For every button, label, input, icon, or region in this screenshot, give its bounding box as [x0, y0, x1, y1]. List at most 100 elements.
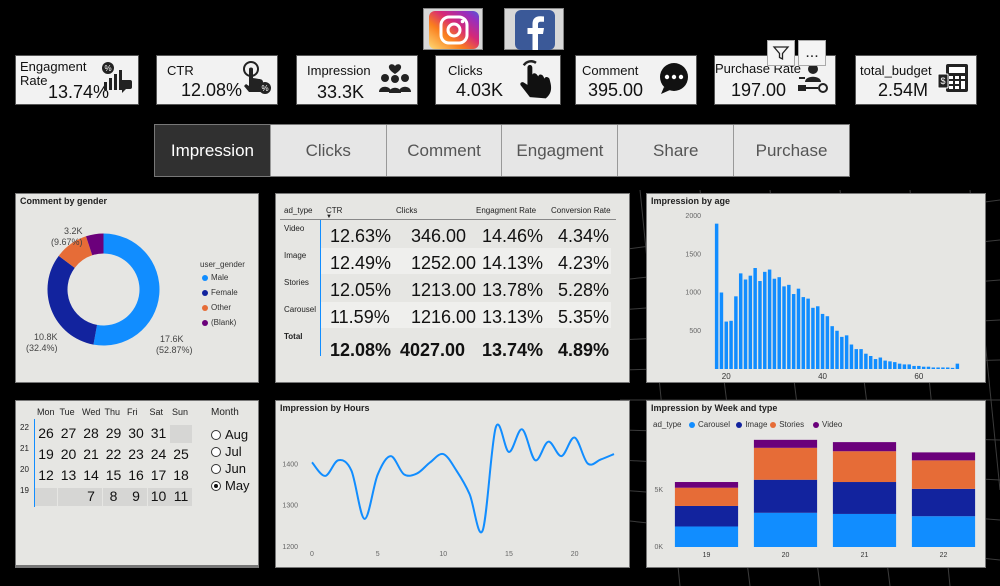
calendar-day[interactable]: 23 — [128, 446, 144, 462]
age-bar[interactable] — [840, 336, 844, 369]
legend-item[interactable]: Image — [736, 420, 767, 429]
week-stacked-bar-chart[interactable]: 0K 5K 19 20 21 22 — [647, 401, 986, 568]
tab-engagment[interactable]: Engagment — [502, 125, 619, 176]
month-option-jul[interactable]: Jul — [211, 444, 242, 459]
age-bar[interactable] — [864, 353, 868, 369]
age-bar[interactable] — [893, 362, 897, 369]
legend-item[interactable]: Video — [813, 420, 842, 429]
age-bar[interactable] — [859, 349, 863, 369]
age-bar[interactable] — [955, 363, 960, 369]
calendar-day[interactable]: 31 — [150, 425, 167, 441]
calendar-day[interactable]: 24 — [150, 446, 167, 462]
radio-button[interactable] — [211, 429, 221, 440]
stacked-bar-segment-video[interactable] — [674, 482, 739, 488]
age-bar[interactable] — [777, 277, 781, 369]
age-bar[interactable] — [787, 284, 791, 369]
calendar-day[interactable]: 22 — [105, 446, 122, 462]
age-bar[interactable] — [801, 297, 806, 369]
age-bar[interactable] — [796, 288, 801, 369]
age-bar[interactable] — [921, 366, 926, 369]
calendar-day[interactable] — [57, 488, 80, 506]
age-bar[interactable] — [806, 298, 810, 369]
age-bar[interactable] — [950, 367, 955, 369]
month-option-may[interactable]: May — [211, 478, 250, 493]
age-bar[interactable] — [912, 365, 916, 369]
calendar-day[interactable]: 27 — [60, 425, 77, 441]
stacked-bar-segment-stories[interactable] — [911, 460, 976, 489]
facebook-logo-button[interactable] — [504, 8, 564, 50]
header-engagment-rate[interactable]: Engagment Rate — [476, 206, 537, 215]
radio-button[interactable] — [211, 446, 221, 457]
tab-share[interactable]: Share — [618, 125, 735, 176]
age-bar[interactable] — [758, 281, 762, 369]
calendar-day[interactable]: 17 — [150, 467, 167, 483]
stacked-bar-segment-stories[interactable] — [674, 487, 739, 506]
stacked-bar-segment-carousel[interactable] — [674, 526, 739, 547]
legend-item[interactable]: (Blank) — [202, 318, 236, 327]
age-bar[interactable] — [844, 335, 849, 369]
instagram-logo-button[interactable] — [423, 8, 483, 50]
age-bar[interactable] — [816, 306, 820, 369]
calendar-day[interactable]: 18 — [173, 467, 189, 483]
stacked-bar-segment-carousel[interactable] — [753, 512, 818, 547]
age-bar[interactable] — [825, 316, 830, 369]
age-bar[interactable] — [767, 269, 772, 369]
age-bar[interactable] — [907, 364, 911, 369]
legend-item[interactable]: Other — [202, 303, 231, 312]
stacked-bar-segment-video[interactable] — [753, 439, 818, 448]
calendar-day[interactable]: 26 — [38, 425, 54, 441]
age-bar[interactable] — [888, 361, 892, 369]
calendar-day[interactable]: 25 — [173, 446, 189, 462]
age-bar[interactable] — [941, 367, 945, 369]
age-bar[interactable] — [738, 273, 743, 369]
month-option-aug[interactable]: Aug — [211, 427, 248, 442]
age-bar[interactable] — [724, 321, 728, 369]
filter-button[interactable] — [767, 40, 795, 66]
legend-item[interactable]: Male — [202, 273, 228, 282]
stacked-bar-segment-carousel[interactable] — [832, 513, 897, 547]
stacked-bar-segment-video[interactable] — [832, 442, 897, 452]
stacked-bar-segment-image[interactable] — [832, 482, 897, 514]
age-bar[interactable] — [772, 278, 777, 369]
tab-impression[interactable]: Impression — [155, 125, 271, 176]
age-bar[interactable] — [835, 330, 839, 369]
donut-slice-blank[interactable] — [85, 233, 104, 256]
stacked-bar-segment-image[interactable] — [911, 488, 976, 517]
age-bar[interactable] — [791, 294, 796, 369]
age-bar[interactable] — [729, 320, 733, 369]
age-bar[interactable] — [897, 363, 902, 369]
gender-donut-chart[interactable] — [46, 232, 161, 347]
calendar-day[interactable] — [170, 425, 192, 443]
calendar-day[interactable]: 16 — [128, 467, 144, 483]
donut-slice-female[interactable] — [47, 255, 98, 345]
age-bar[interactable] — [748, 275, 753, 369]
age-bar[interactable] — [811, 307, 815, 369]
calendar-day[interactable]: 10 — [147, 488, 170, 506]
calendar-day[interactable]: 14 — [83, 467, 99, 483]
donut-slice-male[interactable] — [93, 233, 160, 346]
radio-button[interactable] — [211, 463, 221, 474]
legend-item[interactable]: Stories — [770, 420, 804, 429]
age-bar[interactable] — [719, 292, 724, 370]
month-option-jun[interactable]: Jun — [211, 461, 246, 476]
calendar-day[interactable]: 15 — [105, 467, 122, 483]
calendar-day[interactable]: 7 — [80, 488, 102, 506]
age-bar[interactable] — [820, 313, 825, 369]
age-bar[interactable] — [830, 326, 834, 369]
calendar-day[interactable] — [35, 488, 57, 506]
tab-clicks[interactable]: Clicks — [270, 125, 387, 176]
calendar-day[interactable]: 28 — [83, 425, 99, 441]
age-bar[interactable] — [878, 357, 883, 369]
header-clicks[interactable]: Clicks — [396, 206, 418, 215]
age-bar[interactable] — [763, 271, 767, 369]
calendar-day[interactable]: 9 — [125, 488, 147, 506]
impression-line[interactable] — [311, 423, 615, 534]
header-ctr[interactable]: CTR — [326, 206, 343, 215]
calendar-day[interactable]: 20 — [60, 446, 77, 462]
stacked-bar-segment-video[interactable] — [911, 452, 976, 461]
radio-button[interactable] — [211, 480, 221, 491]
calendar-day[interactable]: 21 — [83, 446, 99, 462]
stacked-bar-segment-stories[interactable] — [753, 447, 818, 480]
age-bar[interactable] — [782, 286, 786, 369]
age-bar[interactable] — [854, 349, 858, 369]
